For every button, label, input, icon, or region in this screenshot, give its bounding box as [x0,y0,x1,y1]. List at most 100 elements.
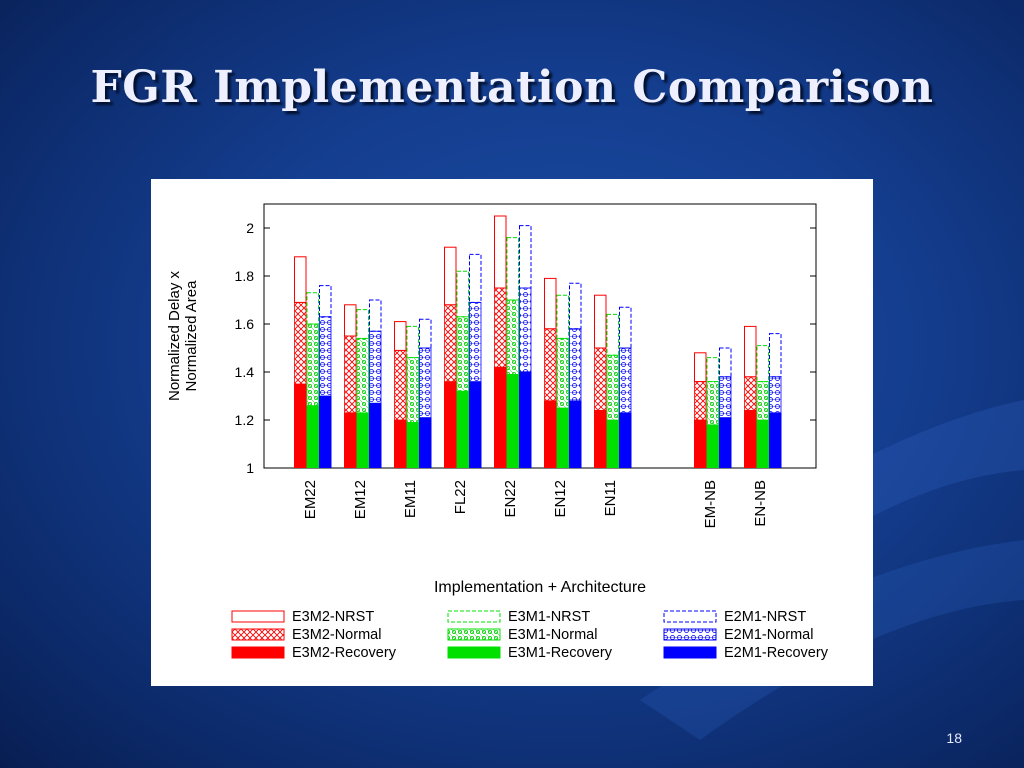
bar-e3m1-recovery [756,420,769,468]
x-tick-label: EM12 [352,480,369,519]
y-axis-title-line-1: Normalized Delay x [166,270,183,401]
bar-e3m2-nrst [394,321,407,351]
x-axis-title: Implementation + Architecture [434,579,646,596]
bar-e3m1-recovery [506,374,519,468]
bar-e3m2-recovery [444,381,457,468]
bar-e2m1-normal [519,287,532,373]
bar-e2m1-recovery [369,403,382,468]
legend-swatch [663,610,717,623]
x-tick-label: EM-NB [702,480,719,528]
bar-e3m1-recovery [456,391,469,468]
bar-e3m2-nrst [744,325,757,378]
bar-e3m2-recovery [294,384,307,468]
bar-e2m1-nrst [569,282,582,330]
x-tick-label: EN22 [502,480,519,518]
legend-label: E2M1-NRST [724,609,806,625]
y-tick-label: 1.2 [235,412,255,428]
legend-label: E3M2-NRST [292,609,374,625]
bar-e2m1-normal [619,347,632,414]
legend-swatch [447,610,501,623]
bar-e3m1-normal [706,381,719,426]
bar-e3m1-recovery [556,408,569,468]
bar-e3m1-nrst [556,294,569,339]
y-axis-title-line-2: Normalized Area [183,280,200,392]
bar-e3m1-normal [556,337,569,409]
bar-e3m2-nrst [544,277,557,330]
bar-e3m1-nrst [506,237,519,301]
legend-label: E3M1-Recovery [508,645,613,661]
bar-e2m1-recovery [469,381,482,468]
bar-e2m1-nrst [419,318,432,349]
bar-e2m1-normal [719,376,732,419]
x-tick-label: EN11 [602,480,619,516]
plot-frame [263,203,817,469]
legend-label: E3M2-Recovery [292,645,397,661]
bar-e3m2-nrst [494,215,507,289]
bar-e2m1-recovery [619,412,632,468]
legend-swatch [231,610,285,623]
legend-label: E3M1-Normal [508,627,597,643]
bar-e2m1-recovery [319,396,332,468]
legend-swatch [447,628,501,641]
bar-e3m2-recovery [594,410,607,468]
legend-swatch [231,646,285,659]
x-tick-label: EM11 [402,480,419,518]
bar-e3m1-normal [456,316,469,392]
bar-e2m1-normal [569,328,582,402]
bar-e3m2-recovery [744,410,757,468]
bar-e3m2-normal [394,349,407,421]
bar-e3m1-recovery [356,412,369,468]
legend-swatch [231,628,285,641]
bar-e2m1-recovery [519,372,532,468]
x-tick-label: EN-NB [752,480,769,527]
bar-e2m1-normal [369,330,382,404]
bar-e3m2-recovery [694,420,707,468]
y-tick-label: 1.8 [235,268,255,284]
legend-swatch [447,646,501,659]
bar-e3m2-nrst [294,256,307,303]
slide-title: FGR Implementation Comparison [90,62,934,113]
bar-e3m2-nrst [344,304,357,337]
legend-swatch [663,628,717,641]
bar-e2m1-nrst [619,306,632,349]
bar-e2m1-normal [469,302,482,382]
bar-e2m1-nrst [469,253,482,303]
bar-e2m1-normal [419,347,432,418]
bar-e3m2-nrst [444,246,457,306]
legend-label: E2M1-Normal [724,627,813,643]
bar-e3m2-recovery [344,412,357,468]
bar-e3m1-recovery [406,422,419,468]
bar-e2m1-nrst [369,299,382,332]
bar-e3m1-recovery [606,420,619,468]
bar-e2m1-nrst [519,225,532,289]
bar-e3m1-normal [406,357,419,423]
bar-e3m2-recovery [544,400,557,468]
bar-e3m1-nrst [306,292,319,325]
x-tick-label: EM22 [302,480,319,519]
bar-e3m2-nrst [694,352,707,383]
bar-e2m1-recovery [569,400,582,468]
bar-e2m1-recovery [769,412,782,468]
chart-panel: 1 1.2 1.4 1.6 1.8 2 Normalized Delay x Normaliz… [151,179,873,686]
bar-e3m1-nrst [706,357,719,383]
bar-e3m1-normal [506,299,519,375]
y-tick-label: 1 [246,460,254,476]
bar-e3m2-normal [444,304,457,383]
bar-e3m1-normal [756,381,769,421]
x-tick-label: EN12 [552,480,569,518]
legend-label: E3M1-NRST [508,609,590,625]
y-tick-label: 1.4 [235,364,255,380]
bar-e3m2-normal [544,328,557,402]
y-tick-label: 2 [246,220,254,236]
bar-e3m2-normal [694,381,707,421]
bar-chart: 1 1.2 1.4 1.6 1.8 2 Normalized Delay x Normaliz… [166,203,829,661]
bar-e3m2-normal [594,347,607,411]
bar-e3m2-nrst [594,294,607,349]
bar-e3m1-normal [606,354,619,421]
bar-e3m1-nrst [356,309,369,339]
bar-e3m1-normal [356,337,369,414]
bar-e2m1-nrst [769,333,782,378]
bar-e3m2-recovery [494,367,507,468]
legend-label: E2M1-Recovery [724,645,829,661]
legend-swatch [663,646,717,659]
